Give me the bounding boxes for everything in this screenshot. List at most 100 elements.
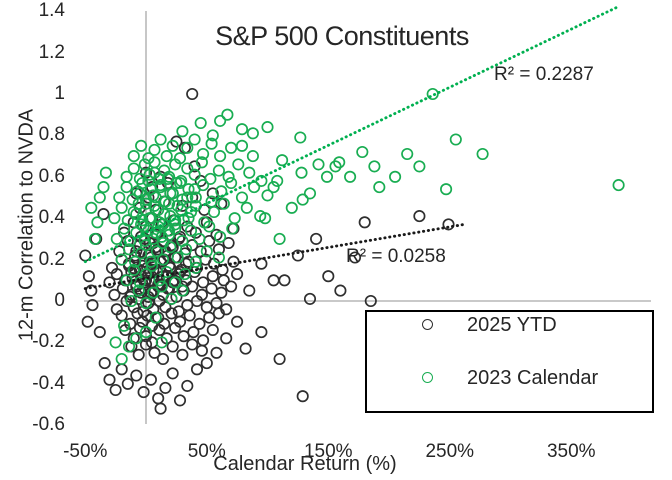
scatter-point — [255, 174, 268, 187]
scatter-point — [115, 253, 128, 266]
x-axis-title: Calendar Return (%) — [213, 453, 397, 475]
scatter-point — [139, 326, 153, 339]
trendline-2025-ytd — [83, 222, 466, 291]
scatter-point — [214, 230, 227, 243]
r2-label-2023-calendar: R² = 0.2287 — [494, 64, 594, 85]
scatter-point — [215, 286, 228, 299]
scatter-point — [612, 179, 625, 192]
scatter-point — [160, 265, 173, 279]
scatter-point — [166, 139, 179, 152]
scatter-point — [413, 160, 426, 173]
scatter-point — [181, 191, 194, 204]
scatter-point — [310, 232, 323, 245]
scatter-point — [127, 150, 140, 163]
y-tick-label: -0.2 — [32, 331, 65, 353]
scatter-point — [312, 158, 325, 171]
scatter-point — [294, 131, 307, 144]
scatter-point — [413, 210, 426, 223]
scatter-point — [156, 218, 170, 231]
scatter-point — [113, 191, 126, 204]
trendline-2023-calendar — [83, 5, 619, 264]
scatter-point — [169, 276, 182, 289]
scatter-point — [146, 336, 159, 349]
scatter-point — [159, 301, 172, 314]
x-tick-label: 50% — [187, 441, 226, 462]
r2-label-2025-ytd: R² = 0.0258 — [346, 246, 446, 267]
scatter-point — [231, 315, 244, 328]
scatter-point — [99, 166, 112, 179]
scatter-point — [182, 183, 195, 196]
scatter-point — [142, 152, 155, 165]
scatter-point — [181, 162, 194, 175]
scatter-point — [232, 158, 245, 171]
scatter-point — [118, 319, 131, 332]
scatter-point — [187, 326, 200, 339]
scatter-point — [212, 251, 225, 264]
scatter-point — [195, 344, 208, 357]
scatter-point — [177, 330, 190, 343]
y-tick-label: 0 — [54, 290, 65, 311]
x-tick-label: 250% — [425, 441, 475, 462]
scatter-point — [93, 326, 106, 339]
scatter-point — [186, 280, 199, 293]
scatter-point — [82, 270, 95, 283]
scatter-point — [186, 239, 199, 252]
scatter-point — [296, 390, 309, 403]
scatter-point — [189, 255, 202, 268]
scatter-point — [364, 294, 377, 308]
scatter-point — [295, 166, 308, 179]
legend-marker-2023-calendar-icon — [422, 372, 433, 383]
scatter-point — [240, 201, 253, 214]
scatter-point — [147, 232, 160, 245]
scatter-point — [210, 346, 223, 359]
scatter-point — [200, 301, 213, 314]
scatter-point — [152, 203, 165, 216]
y-tick-label: 0.2 — [38, 248, 65, 270]
scatter-point — [220, 332, 233, 345]
scatter-point — [303, 292, 317, 305]
scatter-point — [115, 352, 128, 366]
scatter-point — [322, 270, 335, 283]
scatter-point — [166, 340, 179, 353]
scatter-point — [303, 187, 317, 200]
scatter-point — [255, 257, 268, 270]
y-tick-label: 1 — [54, 83, 65, 104]
scatter-point — [81, 315, 94, 328]
y-tick-label: 0.6 — [38, 165, 65, 187]
scatter-point — [159, 195, 172, 208]
scatter-point — [169, 321, 182, 334]
scatter-point — [176, 125, 189, 138]
scatter-point — [176, 284, 189, 297]
scatter-point — [181, 141, 194, 154]
chart-title: S&P 500 Constituents — [215, 21, 469, 51]
scatter-point — [153, 274, 166, 287]
scatter-point — [154, 133, 167, 146]
scatter-point — [164, 241, 177, 254]
scatter-point — [110, 232, 123, 245]
scatter-point — [122, 243, 136, 256]
scatter-point — [344, 170, 357, 183]
scatter-point — [440, 183, 453, 196]
scatter-point — [216, 263, 229, 276]
scatter-point — [178, 268, 191, 281]
scatter-point — [149, 191, 162, 204]
scatter-point — [122, 340, 136, 353]
scatter-point — [132, 348, 145, 361]
scatter-point — [476, 147, 489, 161]
scatter-point — [161, 172, 174, 185]
scatter-point — [130, 332, 143, 345]
scatter-point — [212, 307, 225, 320]
scatter-point — [278, 274, 291, 287]
scatter-point — [155, 280, 168, 293]
scatter-point — [225, 280, 238, 293]
scatter-point — [225, 141, 238, 154]
scatter-point — [108, 212, 121, 225]
scatter-point — [154, 402, 167, 415]
y-tick-label: 1.2 — [38, 41, 65, 63]
scatter-point — [195, 156, 208, 169]
scatter-point — [147, 189, 160, 202]
scatter-point — [197, 334, 210, 347]
scatter-point — [173, 176, 187, 190]
scatter-point — [184, 205, 198, 219]
scatter-point — [153, 294, 166, 308]
